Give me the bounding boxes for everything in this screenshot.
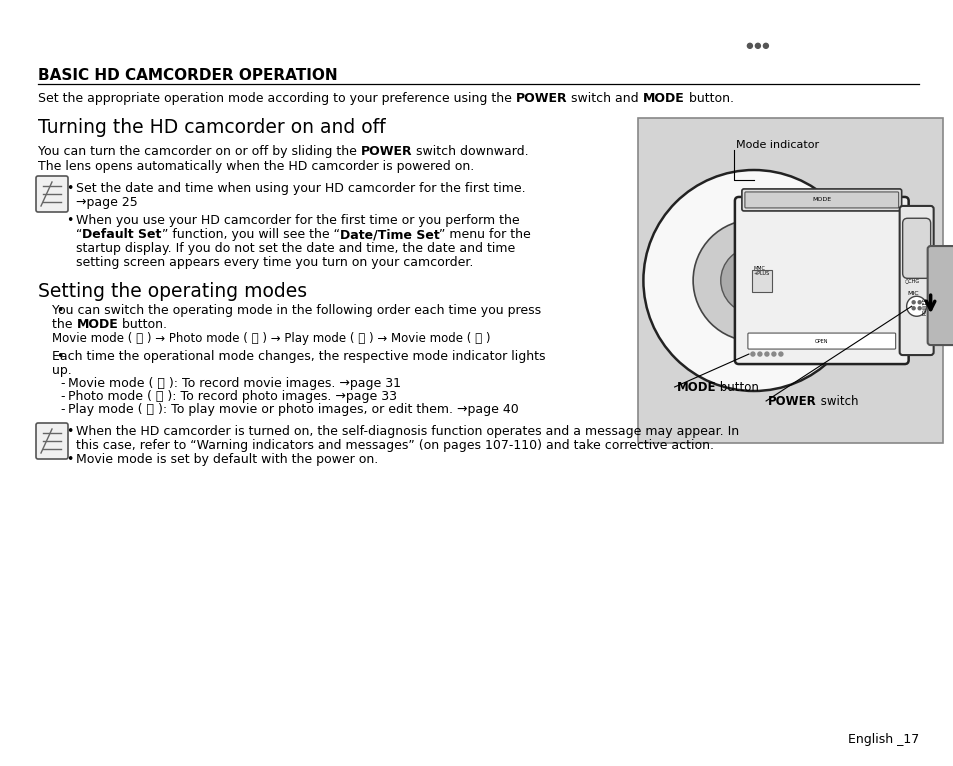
Text: ” menu for the: ” menu for the: [439, 228, 531, 241]
Text: startup display. If you do not set the date and time, the date and time: startup display. If you do not set the d…: [76, 242, 515, 255]
Text: •: •: [66, 453, 73, 466]
Circle shape: [764, 352, 768, 356]
Bar: [751, 270, 771, 292]
Text: Movie mode ( 🎥 ): To record movie images. →page 31: Movie mode ( 🎥 ): To record movie images…: [68, 377, 400, 390]
Text: •: •: [56, 350, 63, 363]
Text: MMC
+PLUS: MMC +PLUS: [753, 266, 769, 277]
Circle shape: [778, 352, 782, 356]
Text: MODE: MODE: [811, 198, 830, 202]
FancyBboxPatch shape: [744, 192, 898, 208]
Text: button.: button.: [118, 318, 167, 331]
Text: -: -: [60, 403, 65, 416]
Text: POWER: POWER: [360, 145, 412, 158]
FancyBboxPatch shape: [926, 246, 953, 345]
Text: Each time the operational mode changes, the respective mode indicator lights: Each time the operational mode changes, …: [52, 350, 545, 363]
Circle shape: [746, 44, 752, 48]
Circle shape: [642, 170, 863, 391]
Text: Set the appropriate operation mode according to your preference using the: Set the appropriate operation mode accor…: [38, 92, 516, 105]
Text: English _17: English _17: [847, 733, 918, 746]
FancyBboxPatch shape: [902, 218, 930, 278]
Text: up.: up.: [52, 364, 71, 377]
FancyBboxPatch shape: [899, 206, 933, 355]
Text: MIC: MIC: [906, 291, 919, 296]
Text: •: •: [66, 425, 73, 438]
Text: MODE: MODE: [642, 92, 684, 105]
Text: this case, refer to “Warning indicators and messages” (on pages 107-110) and tak: this case, refer to “Warning indicators …: [76, 439, 713, 452]
Circle shape: [750, 352, 754, 356]
Text: POWER: POWER: [922, 297, 926, 316]
Text: OPEN: OPEN: [814, 339, 827, 344]
FancyBboxPatch shape: [747, 333, 895, 349]
Text: Movie mode ( 🎥 ) → Photo mode ( 📷 ) → Play mode ( 📼 ) → Movie mode ( 🎥 ): Movie mode ( 🎥 ) → Photo mode ( 📷 ) → Pl…: [52, 332, 490, 345]
Text: →page 25: →page 25: [76, 196, 137, 209]
Text: Set the date and time when using your HD camcorder for the first time.: Set the date and time when using your HD…: [76, 182, 525, 195]
Text: Play mode ( 📼 ): To play movie or photo images, or edit them. →page 40: Play mode ( 📼 ): To play movie or photo …: [68, 403, 518, 416]
Text: When you use your HD camcorder for the first time or you perform the: When you use your HD camcorder for the f…: [76, 214, 519, 227]
FancyBboxPatch shape: [741, 189, 901, 211]
Text: switch downward.: switch downward.: [412, 145, 529, 158]
Text: POWER: POWER: [767, 395, 816, 408]
Circle shape: [693, 220, 814, 342]
Text: BASIC HD CAMCORDER OPERATION: BASIC HD CAMCORDER OPERATION: [38, 68, 337, 83]
Text: The lens opens automatically when the HD camcorder is powered on.: The lens opens automatically when the HD…: [38, 160, 474, 173]
FancyBboxPatch shape: [734, 197, 907, 364]
Text: the: the: [52, 318, 76, 331]
Text: MODE: MODE: [676, 381, 716, 394]
Circle shape: [917, 306, 921, 309]
Text: POWER: POWER: [516, 92, 567, 105]
Circle shape: [911, 301, 914, 304]
Text: You can switch the operating mode in the following order each time you press: You can switch the operating mode in the…: [52, 304, 540, 317]
Text: Movie mode is set by default with the power on.: Movie mode is set by default with the po…: [76, 453, 377, 466]
Circle shape: [911, 306, 914, 309]
Text: When the HD camcorder is turned on, the self-diagnosis function operates and a m: When the HD camcorder is turned on, the …: [76, 425, 739, 438]
Text: MODE: MODE: [76, 318, 118, 331]
Text: Mode indicator: Mode indicator: [735, 140, 818, 150]
Text: ○CHG: ○CHG: [903, 278, 919, 283]
FancyBboxPatch shape: [36, 423, 68, 459]
Text: Setting the operating modes: Setting the operating modes: [38, 282, 307, 301]
Text: -: -: [60, 390, 65, 403]
Text: Photo mode ( 📷 ): To record photo images. →page 33: Photo mode ( 📷 ): To record photo images…: [68, 390, 396, 403]
Text: -: -: [60, 377, 65, 390]
Text: “: “: [76, 228, 82, 241]
Bar: [638, 118, 942, 443]
Circle shape: [771, 352, 775, 356]
Text: button: button: [716, 381, 759, 394]
Text: You can turn the camcorder on or off by sliding the: You can turn the camcorder on or off by …: [38, 145, 360, 158]
Text: setting screen appears every time you turn on your camcorder.: setting screen appears every time you tu…: [76, 256, 473, 269]
Text: switch and: switch and: [567, 92, 642, 105]
Text: Turning the HD camcorder on and off: Turning the HD camcorder on and off: [38, 118, 385, 137]
Text: •: •: [66, 182, 73, 195]
Text: ” function, you will see the “: ” function, you will see the “: [162, 228, 339, 241]
Text: Default Set: Default Set: [82, 228, 162, 241]
Circle shape: [917, 301, 921, 304]
Text: •: •: [66, 214, 73, 227]
FancyBboxPatch shape: [36, 176, 68, 212]
Text: button.: button.: [684, 92, 733, 105]
Text: Date/Time Set: Date/Time Set: [339, 228, 439, 241]
Circle shape: [757, 352, 761, 356]
Circle shape: [762, 44, 767, 48]
Circle shape: [720, 247, 786, 313]
Text: switch: switch: [816, 395, 858, 408]
Circle shape: [755, 44, 760, 48]
Circle shape: [905, 296, 925, 316]
Text: •: •: [56, 304, 63, 317]
